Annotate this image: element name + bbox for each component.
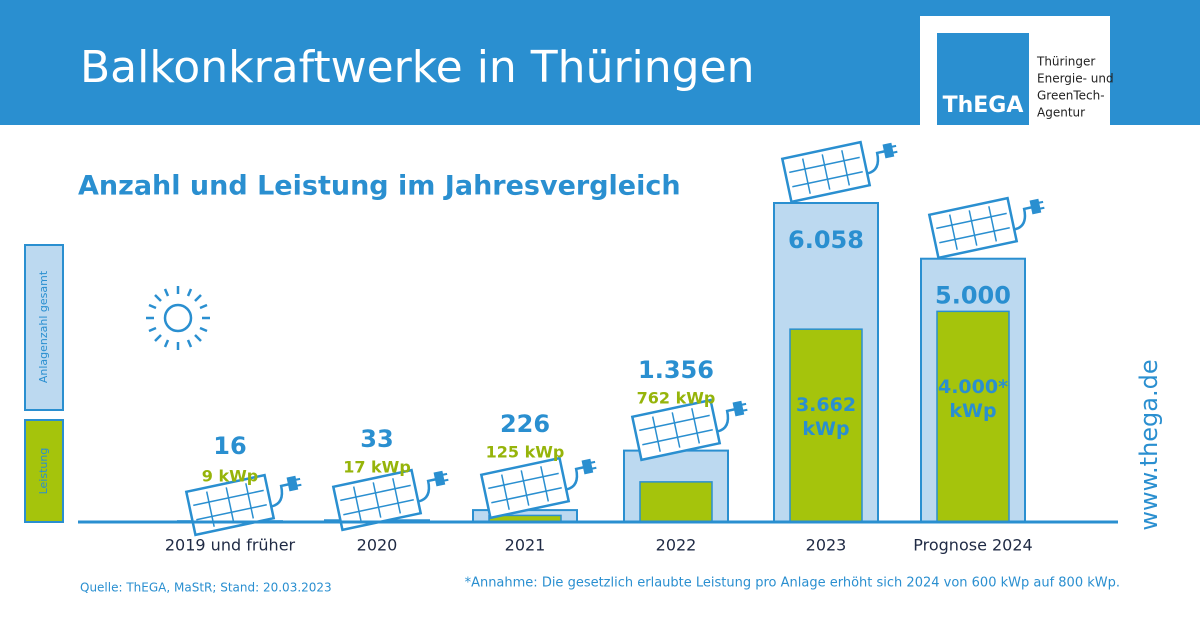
x-tick-label: 2020 <box>357 536 398 555</box>
bar <box>639 481 713 523</box>
legend-label: Anlagenzahl gesamt <box>37 270 50 383</box>
panel-cell <box>642 429 713 446</box>
panel-cell <box>841 150 851 186</box>
panel-cell <box>245 483 255 519</box>
data-label: 9 kWp <box>202 467 258 486</box>
sun-icon <box>146 286 210 350</box>
panel-cell <box>948 214 958 250</box>
solar-panel-icon <box>630 398 748 462</box>
panel-cable <box>866 150 886 175</box>
panel-cell <box>540 466 550 502</box>
panel-cell <box>939 227 1010 244</box>
panel-cell <box>491 487 562 504</box>
page-title: Balkonkraftwerke in Thüringen <box>80 42 755 93</box>
panel-cable <box>565 466 585 491</box>
panel-plug <box>882 142 898 159</box>
legend-label: Leistung <box>37 448 50 495</box>
source: Quelle: ThEGA, MaStR; Stand: 20.03.2023 <box>80 581 332 595</box>
panel-plug <box>433 470 449 487</box>
solar-panel-icon <box>780 140 898 204</box>
panel-cell <box>936 212 1007 230</box>
panel-cell <box>500 474 510 510</box>
solar-panel-icon <box>479 456 597 520</box>
solar-panel-icon <box>927 196 1045 260</box>
data-label: 17 kWp <box>343 458 411 477</box>
panel-cell <box>392 478 402 514</box>
x-tick-label: 2019 und früher <box>165 536 296 555</box>
panel-cell <box>372 482 382 518</box>
data-label: 6.058 <box>788 226 864 254</box>
data-label-box: 3.662 kWp <box>795 394 857 441</box>
panel-cell <box>343 499 414 516</box>
legend-swatch <box>24 419 64 523</box>
panel-cell <box>671 412 681 448</box>
panel-plug <box>1029 198 1045 215</box>
x-tick-label: 2022 <box>656 536 697 555</box>
data-label: 16 <box>213 432 246 460</box>
panel-cable <box>270 483 290 508</box>
bar <box>936 310 1010 523</box>
panel-cell <box>639 414 710 432</box>
footnote: *Annahme: Die gesetzlich erlaubte Leistu… <box>465 576 1120 591</box>
panel-cell <box>792 171 863 188</box>
x-tick-label: 2023 <box>806 536 847 555</box>
data-label: 5.000 <box>935 282 1011 310</box>
logo-text: Energie- und <box>1037 72 1114 86</box>
panel-cell <box>225 487 235 523</box>
panel-cable <box>716 408 736 433</box>
data-label: 226 <box>500 410 550 438</box>
chart-title: Anzahl und Leistung im Jahresvergleich <box>78 171 681 202</box>
panel-cell <box>691 408 701 444</box>
panel-cell <box>520 470 530 506</box>
website: www.thega.de <box>1135 359 1163 530</box>
panel-cell <box>801 158 811 194</box>
data-label: 4.000* kWp <box>937 376 1009 423</box>
x-tick-label: Prognose 2024 <box>913 536 1032 555</box>
data-label: 125 kWp <box>486 443 565 462</box>
panel-plug <box>581 458 597 475</box>
panel-cell <box>821 154 831 190</box>
panel-cable <box>1013 206 1033 231</box>
logo-text: Agentur <box>1037 106 1085 120</box>
legend-swatch <box>24 244 64 411</box>
panel-plug <box>732 400 748 417</box>
logo-text: GreenTech- <box>1037 89 1105 103</box>
data-label: 3.662 kWp <box>795 394 857 441</box>
panel-cell <box>488 472 559 490</box>
panel-cell <box>352 486 362 522</box>
panel-cell <box>988 206 998 242</box>
panel-cell <box>651 416 661 452</box>
panel-cell <box>193 489 264 507</box>
logo-text: Thüringer <box>1036 55 1095 69</box>
logo-box <box>937 33 1029 125</box>
panel-cable <box>417 478 437 503</box>
x-tick-label: 2021 <box>505 536 546 555</box>
data-label: 762 kWp <box>637 389 716 408</box>
solar-panel-icon <box>184 473 302 537</box>
data-label: 33 <box>360 425 393 453</box>
panel-plug <box>286 475 302 492</box>
data-label-box: 4.000* kWp <box>937 376 1009 423</box>
panel-cell <box>789 156 860 174</box>
panel-cell <box>196 504 267 521</box>
data-label: 1.356 <box>638 356 714 384</box>
logo: ThEGA <box>943 93 1024 118</box>
panel-cell <box>340 484 411 502</box>
panel-cell <box>968 210 978 246</box>
bar <box>789 328 863 523</box>
